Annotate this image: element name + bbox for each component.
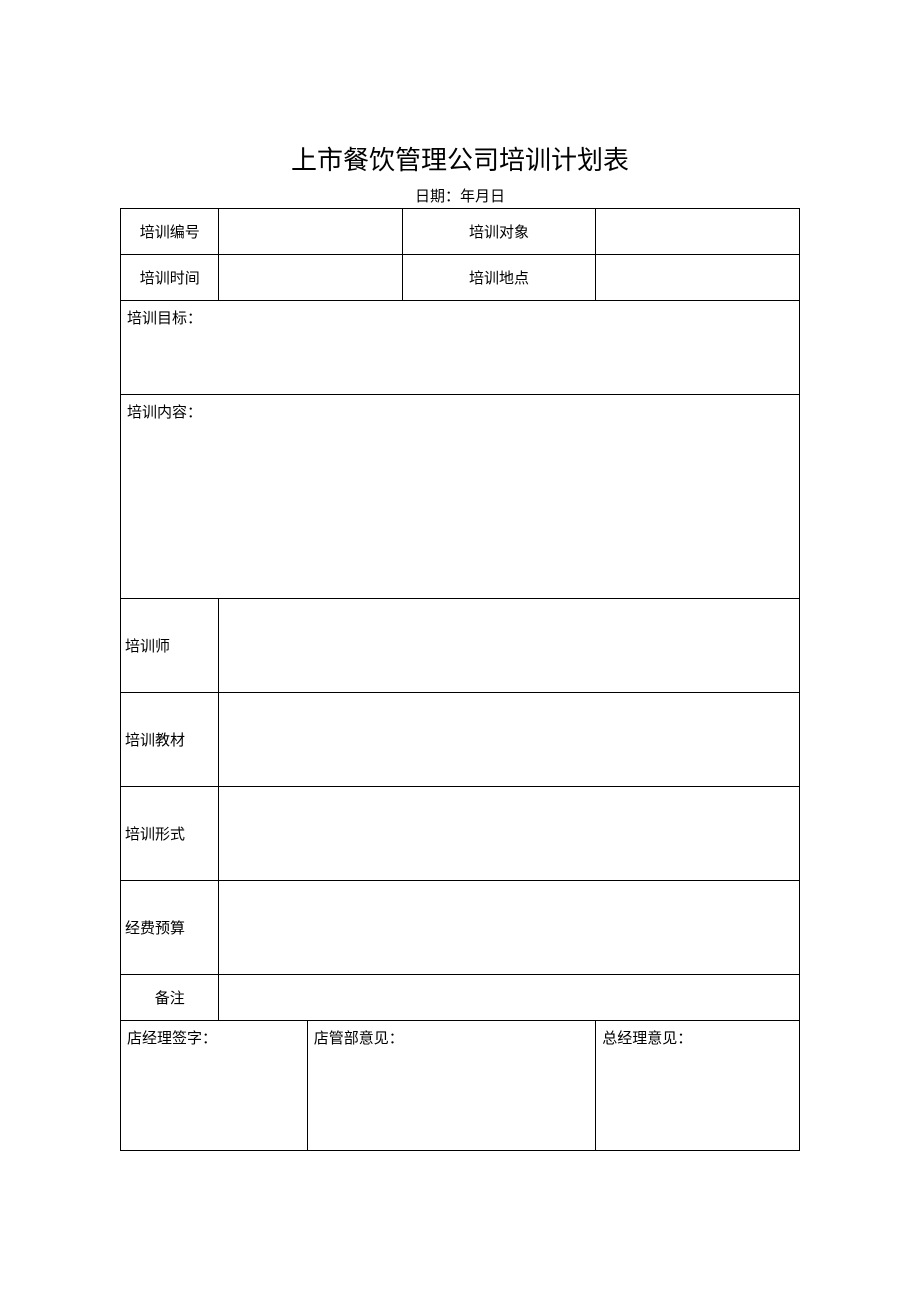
page-title: 上市餐饮管理公司培训计划表	[120, 140, 800, 177]
table-row: 培训教材	[121, 693, 800, 787]
value-training-number	[219, 209, 402, 255]
label-remark: 备注	[121, 975, 219, 1021]
training-goal-cell: 培训目标：	[121, 301, 800, 395]
table-row: 培训时间 培训地点	[121, 255, 800, 301]
label-training-location: 培训地点	[402, 255, 596, 301]
table-row: 店经理签字： 店管部意见： 总经理意见：	[121, 1021, 800, 1151]
date-label: 日期：年月日	[120, 185, 800, 206]
department-opinion-cell: 店管部意见：	[307, 1021, 596, 1151]
value-trainer	[219, 599, 800, 693]
label-training-time: 培训时间	[121, 255, 219, 301]
value-training-location	[596, 255, 800, 301]
table-row: 培训编号 培训对象	[121, 209, 800, 255]
manager-sign-cell: 店经理签字：	[121, 1021, 308, 1151]
label-material: 培训教材	[121, 693, 219, 787]
value-budget	[219, 881, 800, 975]
table-row: 培训内容：	[121, 395, 800, 599]
value-training-target	[596, 209, 800, 255]
label-format: 培训形式	[121, 787, 219, 881]
table-row: 培训师	[121, 599, 800, 693]
label-trainer: 培训师	[121, 599, 219, 693]
value-material	[219, 693, 800, 787]
table-row: 培训形式	[121, 787, 800, 881]
table-row: 培训目标：	[121, 301, 800, 395]
value-remark	[219, 975, 800, 1021]
table-row: 备注	[121, 975, 800, 1021]
label-training-target: 培训对象	[402, 209, 596, 255]
training-content-cell: 培训内容：	[121, 395, 800, 599]
value-format	[219, 787, 800, 881]
general-manager-opinion-cell: 总经理意见：	[596, 1021, 800, 1151]
value-training-time	[219, 255, 402, 301]
table-row: 经费预算	[121, 881, 800, 975]
training-plan-table: 培训编号 培训对象 培训时间 培训地点 培训目标： 培训内容： 培训师 培训教材…	[120, 208, 800, 1151]
label-budget: 经费预算	[121, 881, 219, 975]
label-training-number: 培训编号	[121, 209, 219, 255]
